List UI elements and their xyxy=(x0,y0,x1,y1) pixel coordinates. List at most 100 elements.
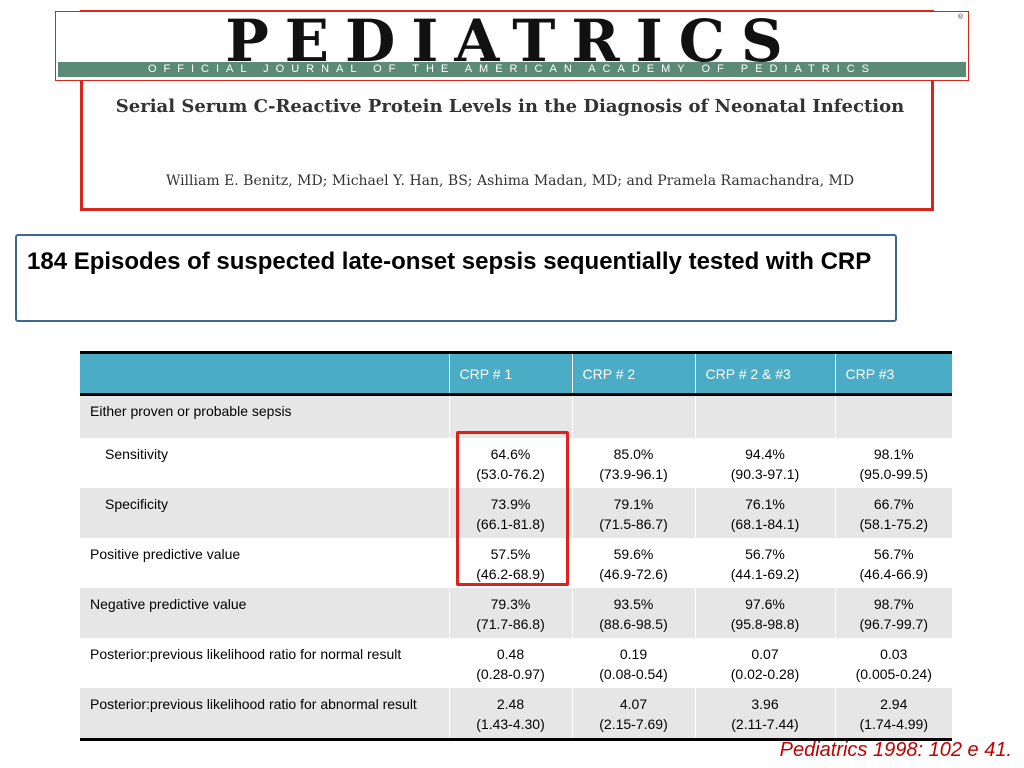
cell-value: 76.1% xyxy=(745,496,785,512)
table-cell: 94.4% (90.3-97.1) xyxy=(694,438,835,488)
table-cell: 64.6% (53.0-76.2) xyxy=(448,438,572,488)
cell-ci: (68.1-84.1) xyxy=(730,516,800,532)
table-cell: 0.19 (0.08-0.54) xyxy=(571,638,695,688)
table-cell: 79.3% (71.7-86.8) xyxy=(448,588,572,638)
registered-mark: ® xyxy=(957,14,963,21)
row-label: Specificity xyxy=(105,496,169,512)
cell-ci: (46.2-68.9) xyxy=(476,566,545,582)
cell-value: 85.0% xyxy=(613,446,654,462)
cell-ci: (2.11-7.44) xyxy=(731,716,799,732)
row-label: Positive predictive value xyxy=(90,546,241,562)
table-row: Posterior:previous likelihood ratio for … xyxy=(80,688,952,741)
cell-ci: (66.1-81.8) xyxy=(476,516,545,532)
cell-ci: (1.43-4.30) xyxy=(476,716,545,732)
cell-value: 79.3% xyxy=(490,596,531,612)
cell-ci: (71.5-86.7) xyxy=(599,516,668,532)
table-cell: 0.48 (0.28-0.97) xyxy=(448,638,572,688)
cell-value: 73.9% xyxy=(490,496,531,512)
table-row: Specificity 73.9% (66.1-81.8) 79.1% (71.5-… xyxy=(80,488,952,538)
table-cell: 98.1% (95.0-99.5) xyxy=(834,438,952,488)
table-cell: 93.5% (88.6-98.5) xyxy=(571,588,695,638)
cell-value: 56.7% xyxy=(873,546,914,562)
cell-value: 79.1% xyxy=(613,496,654,512)
table-cell: 73.9% (66.1-81.8) xyxy=(448,488,572,538)
article-authors: William E. Benitz, MD; Michael Y. Han, B… xyxy=(165,173,855,189)
table-cell: 0.07 (0.02-0.28) xyxy=(694,638,835,688)
cell-value: 97.6% xyxy=(745,596,785,612)
cell-ci: (46.4-66.9) xyxy=(859,566,928,582)
cell-value: 59.6% xyxy=(613,546,654,562)
row-label: Posterior:previous likelihood ratio for … xyxy=(80,688,449,741)
table-row: Negative predictive value 79.3% (71.7-86.… xyxy=(80,588,952,638)
cell-ci: (96.7-99.7) xyxy=(859,616,928,632)
header-crp-2-and-3: CRP # 2 & #3 xyxy=(694,351,835,396)
header-crp-2: CRP # 2 xyxy=(571,351,695,396)
header-blank xyxy=(80,351,449,396)
row-label: Sensitivity xyxy=(105,446,169,462)
cell-ci: (95.0-99.5) xyxy=(859,466,928,482)
table-cell: 56.7% (46.4-66.9) xyxy=(834,538,952,588)
cell-value: 0.19 xyxy=(619,646,648,662)
cell-value: 57.5% xyxy=(490,546,531,562)
cell-value: 56.7% xyxy=(745,546,785,562)
cell-ci: (0.005-0.24) xyxy=(855,666,932,682)
table-cell: 97.6% (95.8-98.8) xyxy=(694,588,835,638)
table-cell: 76.1% (68.1-84.1) xyxy=(694,488,835,538)
cell-ci: (0.08-0.54) xyxy=(599,666,668,682)
table-cell: 56.7% (44.1-69.2) xyxy=(694,538,835,588)
cell-ci: (95.8-98.8) xyxy=(730,616,800,632)
cell-value: 2.48 xyxy=(496,696,525,712)
cell-ci: (0.02-0.28) xyxy=(730,666,800,682)
cell-ci: (53.0-76.2) xyxy=(476,466,545,482)
table-cell: 0.03 (0.005-0.24) xyxy=(834,638,952,688)
table-cell: 4.07 (2.15-7.69) xyxy=(571,688,695,741)
cell-ci: (73.9-96.1) xyxy=(599,466,668,482)
cell-ci: (2.15-7.69) xyxy=(599,716,668,732)
header-crp-3: CRP #3 xyxy=(834,351,952,396)
cell-value: 94.4% xyxy=(745,446,785,462)
cell-ci: (46.9-72.6) xyxy=(599,566,668,582)
cell-ci: (1.74-4.99) xyxy=(859,716,928,732)
table-header-row: CRP # 1 CRP # 2 CRP # 2 & #3 CRP #3 xyxy=(80,351,952,396)
cell-ci: (44.1-69.2) xyxy=(730,566,800,582)
summary-callout: 184 Episodes of suspected late-onset sep… xyxy=(15,234,897,322)
table-cell: 2.94 (1.74-4.99) xyxy=(834,688,952,741)
table-cell: 79.1% (71.5-86.7) xyxy=(571,488,695,538)
journal-masthead: PEDIATRICS ® OFFICIAL JOURNAL OF THE AME… xyxy=(55,11,969,81)
table-cell: 85.0% (73.9-96.1) xyxy=(571,438,695,488)
table-cell: 3.96 (2.11-7.44) xyxy=(694,688,835,741)
table-cell: 2.48 (1.43-4.30) xyxy=(448,688,572,741)
journal-subtitle: OFFICIAL JOURNAL OF THE AMERICAN ACADEMY… xyxy=(58,62,966,77)
cell-ci: (58.1-75.2) xyxy=(859,516,928,532)
table-row: Positive predictive value 57.5% (46.2-68.… xyxy=(80,538,952,588)
citation: Pediatrics 1998: 102 e 41. xyxy=(779,739,1012,761)
cell-value: 0.48 xyxy=(496,646,525,662)
cell-ci: (88.6-98.5) xyxy=(599,616,668,632)
cell-value: 0.03 xyxy=(880,646,908,662)
table-cell: 98.7% (96.7-99.7) xyxy=(834,588,952,638)
article-title: Serial Serum C-Reactive Protein Levels i… xyxy=(115,96,905,117)
row-label: Posterior:previous likelihood ratio for … xyxy=(90,646,402,662)
table-cell: 57.5% (46.2-68.9) xyxy=(448,538,572,588)
cell-value: 0.07 xyxy=(751,646,779,662)
results-table: CRP # 1 CRP # 2 CRP # 2 & #3 CRP #3 Eith… xyxy=(80,351,952,741)
cell-ci: (71.7-86.8) xyxy=(476,616,545,632)
group-row: Either proven or probable sepsis xyxy=(80,394,952,438)
table-cell: 66.7% (58.1-75.2) xyxy=(834,488,952,538)
cell-ci: (0.28-0.97) xyxy=(476,666,545,682)
cell-ci: (90.3-97.1) xyxy=(730,466,800,482)
group-label: Either proven or probable sepsis xyxy=(90,403,292,419)
table-row: Posterior:previous likelihood ratio for … xyxy=(80,638,952,688)
row-label: Negative predictive value xyxy=(90,596,247,612)
header-crp-1: CRP # 1 xyxy=(448,351,572,396)
cell-value: 98.7% xyxy=(873,596,914,612)
journal-name: PEDIATRICS xyxy=(225,11,799,75)
cell-value: 4.07 xyxy=(619,696,648,712)
cell-value: 98.1% xyxy=(873,446,914,462)
cell-value: 93.5% xyxy=(613,596,654,612)
cell-value: 3.96 xyxy=(751,696,779,712)
cell-value: 64.6% xyxy=(490,446,531,462)
cell-value: 66.7% xyxy=(873,496,914,512)
table-cell: 59.6% (46.9-72.6) xyxy=(571,538,695,588)
table-row: Sensitivity 64.6% (53.0-76.2) 85.0% (73.9-… xyxy=(80,438,952,488)
